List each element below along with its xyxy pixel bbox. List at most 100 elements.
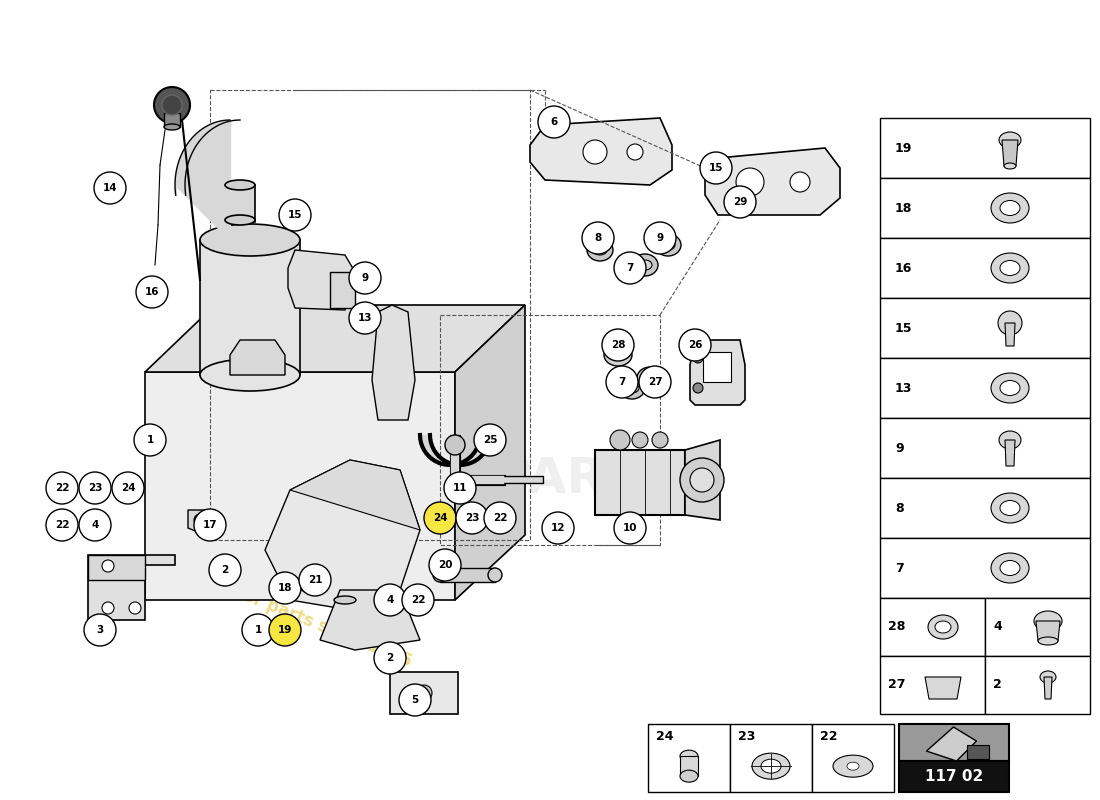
Bar (880, 538, 1090, 598)
Text: 13: 13 (358, 313, 372, 323)
Polygon shape (685, 440, 720, 520)
Circle shape (614, 512, 646, 544)
Bar (967, 745, 989, 759)
Circle shape (424, 502, 456, 534)
Bar (730, 724, 812, 792)
Text: 12: 12 (551, 523, 565, 533)
Bar (880, 238, 1090, 298)
Bar (880, 656, 984, 714)
Ellipse shape (200, 224, 300, 256)
Circle shape (349, 262, 381, 294)
Circle shape (606, 366, 638, 398)
Ellipse shape (625, 383, 639, 393)
Bar (812, 724, 894, 792)
Polygon shape (226, 185, 255, 222)
Circle shape (644, 222, 676, 254)
Bar (880, 598, 984, 656)
Circle shape (279, 199, 311, 231)
Ellipse shape (991, 253, 1028, 283)
Ellipse shape (433, 568, 447, 582)
Text: 1: 1 (146, 435, 154, 445)
Text: 15: 15 (708, 163, 724, 173)
Circle shape (736, 168, 764, 196)
Text: 5: 5 (411, 695, 419, 705)
Ellipse shape (752, 753, 790, 779)
Text: 117 02: 117 02 (925, 769, 983, 784)
Circle shape (639, 366, 671, 398)
Text: 22: 22 (493, 513, 507, 523)
Circle shape (429, 549, 461, 581)
Ellipse shape (1004, 163, 1016, 169)
Text: 18: 18 (895, 202, 912, 214)
Circle shape (136, 276, 168, 308)
Text: 4: 4 (386, 595, 394, 605)
Text: 7: 7 (626, 263, 634, 273)
Text: 20: 20 (438, 560, 452, 570)
Circle shape (399, 684, 431, 716)
Ellipse shape (680, 750, 698, 762)
Ellipse shape (1034, 611, 1062, 631)
Ellipse shape (1000, 561, 1020, 575)
Text: 27: 27 (648, 377, 662, 387)
Circle shape (84, 614, 116, 646)
Polygon shape (1044, 677, 1052, 699)
Polygon shape (1005, 440, 1015, 466)
Text: 7: 7 (618, 377, 626, 387)
Text: 28: 28 (610, 340, 625, 350)
Ellipse shape (164, 124, 180, 130)
Ellipse shape (761, 759, 781, 773)
Text: 23: 23 (738, 730, 756, 742)
Text: 22: 22 (410, 595, 426, 605)
Circle shape (46, 472, 78, 504)
Ellipse shape (488, 568, 502, 582)
Text: 23: 23 (464, 513, 480, 523)
Polygon shape (265, 460, 420, 610)
Text: 10: 10 (623, 523, 637, 533)
Circle shape (374, 584, 406, 616)
Bar (595, 450, 685, 515)
Circle shape (456, 502, 488, 534)
Circle shape (112, 472, 144, 504)
Circle shape (444, 472, 476, 504)
Text: 2: 2 (221, 565, 229, 575)
Bar (984, 598, 1090, 656)
Ellipse shape (632, 254, 658, 276)
Ellipse shape (1040, 671, 1056, 683)
Circle shape (602, 329, 634, 361)
Polygon shape (455, 305, 525, 600)
Circle shape (627, 144, 644, 160)
Circle shape (79, 509, 111, 541)
Circle shape (134, 424, 166, 456)
Circle shape (416, 685, 432, 701)
Bar (880, 418, 1090, 478)
Text: 16: 16 (145, 287, 160, 297)
Text: 1: 1 (254, 625, 262, 635)
Circle shape (102, 560, 114, 572)
Polygon shape (288, 250, 355, 310)
Text: 17: 17 (202, 520, 218, 530)
Text: 11: 11 (453, 483, 468, 493)
Circle shape (700, 152, 732, 184)
Circle shape (484, 502, 516, 534)
Polygon shape (530, 118, 672, 185)
Ellipse shape (587, 239, 613, 261)
Ellipse shape (1000, 201, 1020, 215)
Ellipse shape (1000, 381, 1020, 395)
Bar (984, 656, 1090, 714)
Ellipse shape (935, 621, 952, 633)
Text: 29: 29 (733, 197, 747, 207)
Circle shape (129, 602, 141, 614)
Text: 9: 9 (362, 273, 369, 283)
Circle shape (790, 172, 810, 192)
Circle shape (102, 602, 114, 614)
Polygon shape (290, 460, 420, 530)
Circle shape (209, 554, 241, 586)
Circle shape (270, 614, 301, 646)
Circle shape (680, 458, 724, 502)
Ellipse shape (334, 596, 356, 604)
Circle shape (270, 572, 301, 604)
Polygon shape (230, 340, 285, 375)
Text: 8: 8 (895, 502, 903, 514)
Polygon shape (88, 555, 175, 620)
Text: 9: 9 (657, 233, 663, 243)
